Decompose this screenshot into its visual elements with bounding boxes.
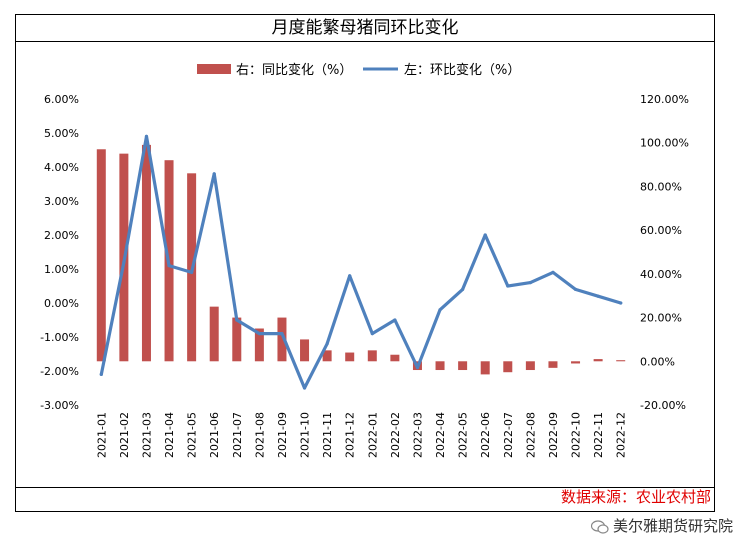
x-tick-label: 2022-04: [434, 412, 447, 458]
bar-2022-09: [548, 361, 557, 368]
line-point-2022-01: [371, 332, 374, 335]
x-tick-label: 2021-07: [231, 412, 244, 458]
bar-2021-03: [142, 145, 151, 361]
right-tick-label: 120.00%: [640, 93, 689, 106]
line-point-2021-07: [235, 318, 238, 321]
line-point-2022-08: [529, 281, 532, 284]
right-tick-label: 100.00%: [640, 137, 689, 150]
bar-2022-04: [436, 361, 445, 370]
left-tick-label: -2.00%: [40, 365, 79, 378]
bar-2022-07: [503, 361, 512, 372]
line-point-2021-09: [280, 332, 283, 335]
bar-2022-08: [526, 361, 535, 370]
line-point-2022-02: [393, 318, 396, 321]
line-point-2022-10: [574, 288, 577, 291]
x-axis-ticks: 2021-01 2021-02 2021-03 2021-04 2021-05 2021-…: [95, 412, 627, 458]
right-tick-label: 0.00%: [640, 355, 675, 368]
bar-2022-01: [368, 350, 377, 361]
x-tick-label: 2022-12: [615, 412, 628, 458]
x-tick-label: 2022-07: [502, 412, 515, 458]
right-tick-label: -20.00%: [640, 399, 686, 412]
x-tick-label: 2022-11: [592, 412, 605, 458]
line-point-2022-04: [438, 308, 441, 311]
x-tick-label: 2022-10: [570, 412, 583, 458]
legend-label-bar: 右：同比变化（%）: [236, 62, 352, 78]
right-tick-label: 40.00%: [640, 268, 682, 281]
x-tick-label: 2021-08: [253, 412, 266, 458]
line-point-2021-06: [213, 172, 216, 175]
right-axis-ticks: -20.00% 0.00% 20.00% 40.00% 60.00% 80.00% 100.…: [640, 93, 689, 412]
left-axis-ticks: -3.00% -2.00% -1.00% 0.00% 1.00% 2.00% 3.00% 4.…: [40, 93, 79, 412]
chart-canvas: -3.00% -2.00% -1.00% 0.00% 1.00% 2.00% 3.00% 4.…: [0, 0, 747, 551]
bar-2022-10: [571, 361, 580, 363]
line-series: [100, 135, 623, 390]
bar-2022-05: [458, 361, 467, 370]
bar-2021-12: [345, 353, 354, 362]
x-tick-label: 2021-11: [321, 412, 334, 458]
left-tick-label: 0.00%: [44, 297, 79, 310]
line-point-2021-11: [326, 342, 329, 345]
line-point-2022-12: [619, 301, 622, 304]
bar-series: [97, 145, 625, 375]
line-point-2022-05: [461, 288, 464, 291]
x-tick-label: 2022-06: [479, 412, 492, 458]
x-tick-label: 2021-03: [140, 412, 153, 458]
bar-2022-02: [390, 355, 399, 362]
legend-label-line: 左：环比变化（%）: [404, 62, 520, 78]
line-point-2022-03: [416, 366, 419, 369]
wechat-icon: [591, 520, 609, 534]
line-point-2021-08: [258, 332, 261, 335]
bar-2021-01: [97, 149, 106, 361]
legend-swatch-bar: [197, 64, 231, 74]
x-tick-label: 2021-09: [276, 412, 289, 458]
line-point-2021-02: [122, 261, 125, 264]
line-point-2022-06: [484, 233, 487, 236]
x-tick-label: 2022-03: [411, 412, 424, 458]
left-tick-label: 6.00%: [44, 93, 79, 106]
x-tick-label: 2021-06: [208, 412, 221, 458]
x-tick-label: 2021-05: [186, 412, 199, 458]
bar-2022-06: [481, 361, 490, 374]
data-source-note: 数据来源：农业农村部: [561, 486, 711, 508]
watermark-text: 美尔雅期货研究院: [613, 517, 733, 535]
left-tick-label: 3.00%: [44, 195, 79, 208]
bar-2022-11: [594, 359, 603, 361]
line-point-2021-04: [167, 264, 170, 267]
line-point-2021-03: [145, 135, 148, 138]
bar-2022-12: [616, 360, 625, 361]
x-tick-label: 2022-01: [366, 412, 379, 458]
x-tick-label: 2021-02: [118, 412, 131, 458]
left-tick-label: 2.00%: [44, 229, 79, 242]
line-point-2022-11: [597, 295, 600, 298]
x-tick-label: 2022-08: [524, 412, 537, 458]
line-point-2021-01: [100, 373, 103, 376]
left-tick-label: -3.00%: [40, 399, 79, 412]
right-tick-label: 60.00%: [640, 224, 682, 237]
line-point-2021-10: [303, 386, 306, 389]
left-tick-label: 1.00%: [44, 263, 79, 276]
x-tick-label: 2021-12: [344, 412, 357, 458]
bar-2021-10: [300, 339, 309, 361]
line-point-2022-07: [506, 284, 509, 287]
left-tick-label: 4.00%: [44, 161, 79, 174]
x-tick-label: 2021-10: [299, 412, 312, 458]
bar-2021-07: [232, 318, 241, 362]
right-tick-label: 20.00%: [640, 312, 682, 325]
x-tick-label: 2022-05: [457, 412, 470, 458]
left-tick-label: 5.00%: [44, 127, 79, 140]
x-tick-label: 2022-09: [547, 412, 560, 458]
watermark: 美尔雅期货研究院: [591, 515, 733, 537]
line-point-2021-05: [190, 271, 193, 274]
x-tick-label: 2021-04: [163, 412, 176, 458]
legend: 右：同比变化（%） 左：环比变化（%）: [197, 62, 520, 78]
left-tick-label: -1.00%: [40, 331, 79, 344]
line-point-2022-09: [551, 271, 554, 274]
x-tick-label: 2021-01: [95, 412, 108, 458]
bar-2021-06: [210, 307, 219, 362]
line-point-2021-12: [348, 274, 351, 277]
line-path: [101, 136, 620, 388]
right-tick-label: 80.00%: [640, 180, 682, 193]
x-tick-label: 2022-02: [389, 412, 402, 458]
